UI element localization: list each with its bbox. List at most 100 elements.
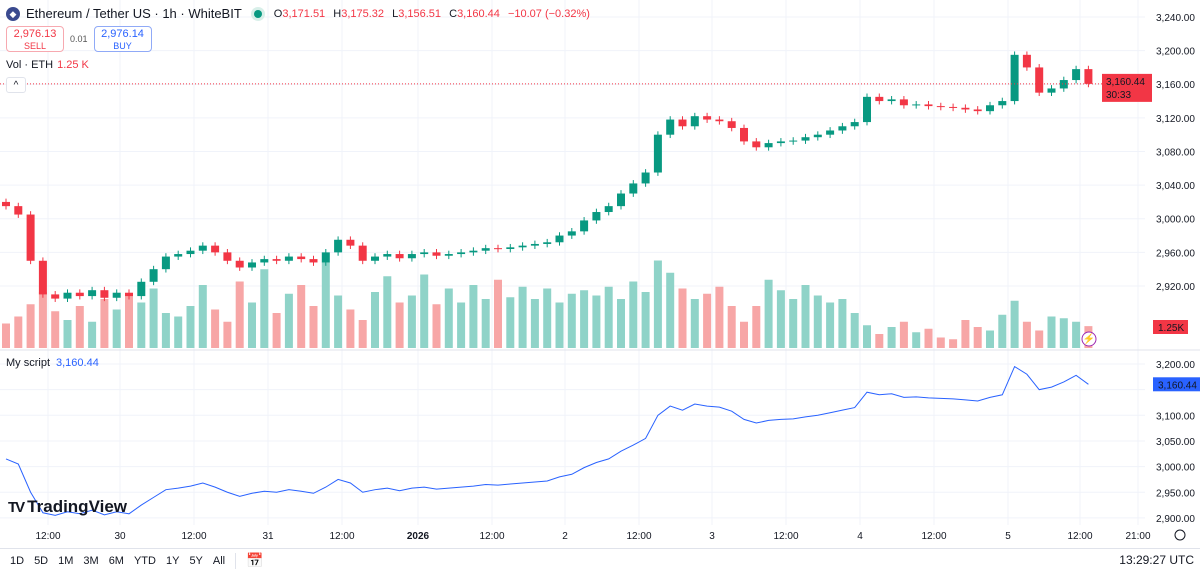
chevron-up-icon: ^: [13, 80, 19, 91]
price-axis-label: 2,960.00: [1156, 248, 1195, 259]
candle: [727, 121, 736, 128]
candle: [641, 172, 650, 184]
price-chart[interactable]: 3,240.00 3,200.00 3,160.00 3,120.00 3,080.00…: [0, 0, 1200, 548]
range-all[interactable]: All: [212, 554, 226, 567]
candle: [617, 193, 625, 207]
candle: [986, 105, 994, 112]
candle: [149, 269, 158, 282]
volume-bar: [617, 299, 625, 348]
range-1y[interactable]: 1Y: [165, 554, 180, 567]
volume-bar: [1022, 321, 1031, 348]
volume-bar: [592, 295, 601, 348]
candle: [432, 252, 441, 256]
low-value: 3,156.51: [398, 7, 442, 20]
candle: [629, 183, 638, 194]
range-5d[interactable]: 5D: [34, 554, 49, 567]
candle: [666, 119, 675, 135]
indicator-badge-value: 3,160.44: [1158, 380, 1197, 391]
time-axis-label: 31: [262, 531, 274, 542]
volume-bar: [2, 323, 10, 348]
candle: [100, 290, 109, 298]
candle: [407, 254, 416, 259]
candle: [580, 220, 589, 232]
candle: [444, 254, 453, 256]
candle: [174, 254, 183, 257]
range-1m[interactable]: 1M: [58, 554, 74, 567]
indicator-axis-label: 3,000.00: [1156, 463, 1195, 474]
candle: [125, 292, 133, 297]
volume-bar: [383, 276, 392, 348]
candle: [838, 126, 847, 131]
time-axis-label: 2: [562, 531, 568, 542]
candle: [850, 122, 859, 127]
volume-bar: [272, 313, 281, 348]
tradingview-logo[interactable]: TV TradingView: [8, 497, 127, 516]
volume-bar: [986, 330, 994, 348]
volume-bar: [715, 286, 724, 348]
volume-bar: [75, 306, 84, 348]
volume-bar: [813, 295, 822, 348]
volume-bar: [740, 321, 748, 348]
indicator-badge: [1153, 377, 1200, 392]
time-axis-label: 4: [857, 531, 863, 542]
calendar-arrow-icon[interactable]: 📅: [246, 552, 264, 568]
volume-bar: [297, 285, 306, 348]
candle: [309, 259, 318, 263]
bottom-toolbar: 1D 5D 1M 3M 6M YTD 1Y 5Y All 📅 13:29:27 UTC: [0, 548, 1200, 572]
volume-bar: [346, 309, 355, 348]
volume-bar: [371, 292, 379, 348]
indicator-axis-label: 2,950.00: [1156, 488, 1195, 499]
candle: [653, 134, 662, 173]
volume-bar: [38, 292, 47, 348]
range-3m[interactable]: 3M: [83, 554, 99, 567]
candle: [137, 281, 146, 297]
candle: [543, 242, 552, 244]
time-axis-label: 3: [709, 531, 715, 542]
volume-bar: [223, 321, 232, 348]
volume-bar: [604, 286, 613, 348]
time-axis-label: 12:00: [773, 531, 798, 542]
divider: [235, 552, 237, 569]
time-axis-label: 12:00: [181, 531, 206, 542]
sell-button[interactable]: 2,976.13 SELL: [6, 26, 64, 52]
lightning-glyph: ⚡: [1083, 332, 1095, 345]
high-value: 3,175.32: [341, 7, 385, 20]
candle: [112, 292, 121, 298]
volume-bar: [789, 299, 798, 348]
candle: [235, 260, 244, 268]
range-5y[interactable]: 5Y: [189, 554, 203, 567]
symbol-title[interactable]: Ethereum / Tether US · 1h · WhiteBIT: [26, 6, 242, 21]
volume-bar: [875, 334, 884, 348]
indicator-axis-label: 3,100.00: [1156, 411, 1195, 422]
range-6m[interactable]: 6M: [108, 554, 124, 567]
last-price-value: 3,160.44: [1106, 77, 1145, 88]
price-axis-label: 3,240.00: [1156, 13, 1195, 24]
volume-bar: [125, 295, 133, 348]
collapse-legend-button[interactable]: ^: [6, 77, 26, 93]
candle: [1035, 67, 1044, 93]
candle: [161, 256, 170, 270]
clock[interactable]: 13:29:27 UTC: [1119, 553, 1194, 567]
candle: [1072, 69, 1081, 81]
volume-bar: [850, 313, 859, 348]
volume-bar: [235, 281, 244, 348]
volume-bar: [567, 293, 576, 348]
volume-bar: [358, 320, 367, 348]
volume-bar: [112, 309, 121, 348]
price-axis-label: 2,920.00: [1156, 282, 1195, 293]
volume-bar: [543, 288, 552, 348]
range-ytd[interactable]: YTD: [133, 554, 156, 567]
volume-bar: [14, 316, 23, 348]
buy-button[interactable]: 2,976.14 BUY: [93, 26, 152, 52]
time-axis-label: 12:00: [35, 531, 60, 542]
candle: [973, 109, 982, 112]
volume-bar: [457, 302, 466, 348]
range-1d[interactable]: 1D: [10, 554, 25, 567]
candle: [949, 106, 958, 108]
volume-bar: [137, 302, 146, 348]
candle: [26, 214, 35, 261]
volume-bar: [727, 306, 736, 348]
volume-bar: [666, 272, 675, 348]
candle: [530, 243, 539, 246]
open-value: 3,171.51: [282, 7, 326, 20]
